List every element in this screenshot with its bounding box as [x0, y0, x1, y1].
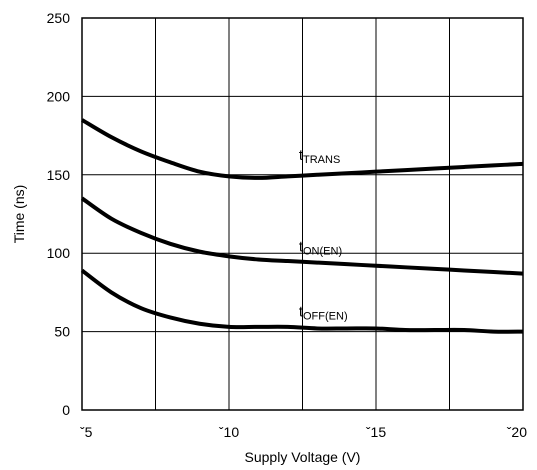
series-line-ton-en: [80, 196, 524, 276]
x-tick-label: ˇ20: [507, 424, 527, 440]
y-tick-label: 0: [62, 402, 70, 418]
y-tick-label: 150: [47, 167, 71, 183]
y-axis-title: Time (ns): [11, 185, 27, 244]
series-label: tON(EN): [299, 239, 342, 258]
y-tick-labels: 0 50 100 150 200 250: [47, 10, 71, 418]
y-tick-label: 50: [54, 324, 70, 340]
x-tick-label: ˇ15: [366, 424, 386, 440]
series-lines: [80, 118, 524, 334]
x-axis-title: Supply Voltage (V): [245, 449, 361, 465]
series-label: tOFF(EN): [299, 303, 348, 322]
series-label: tTRANS: [299, 147, 340, 166]
x-tick-labels: ˇ5 ˇ10 ˇ15 ˇ20: [80, 424, 527, 440]
series-labels: tTRANS tON(EN) tOFF(EN): [299, 147, 348, 323]
x-tick-label: ˇ10: [219, 424, 239, 440]
series-line-ttrans: [80, 118, 524, 180]
y-tick-label: 200: [47, 88, 71, 104]
grid-lines: [82, 18, 523, 410]
y-tick-label: 100: [47, 245, 71, 261]
plot-frame: [81, 17, 524, 411]
x-tick-label: ˇ5: [80, 424, 93, 440]
y-tick-label: 250: [47, 10, 71, 26]
series-line-toff-en: [80, 268, 524, 334]
